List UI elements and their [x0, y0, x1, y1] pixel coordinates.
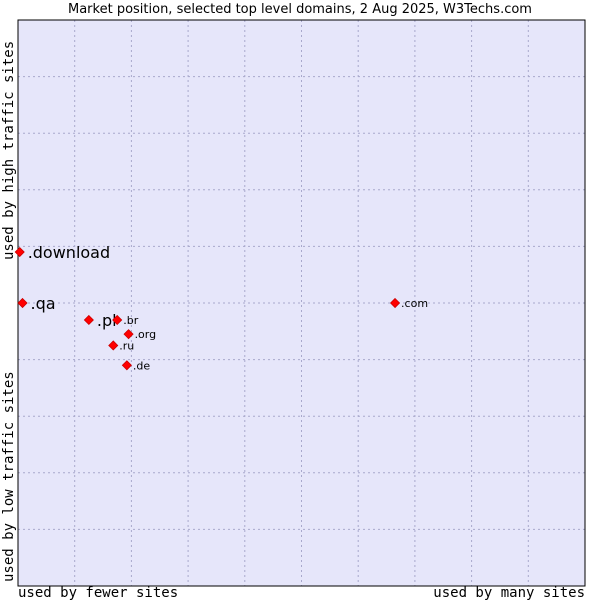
point-marker-br[interactable] [112, 314, 123, 326]
point-marker-org[interactable] [123, 329, 134, 340]
point-label-pl: .pl [97, 311, 117, 330]
point-label-ru: .ru [119, 339, 134, 352]
grid-lines [18, 20, 585, 586]
point-marker-com[interactable] [389, 297, 401, 309]
y-axis-label-bottom: used by low traffic sites [1, 371, 17, 582]
point-marker-qa[interactable] [17, 297, 28, 309]
point-marker-pl[interactable] [83, 314, 94, 326]
point-marker-download[interactable] [14, 246, 25, 258]
y-axis-label-top: used by high traffic sites [1, 41, 17, 260]
point-label-br: .br [123, 314, 138, 327]
x-axis-label-left: used by fewer sites [18, 585, 178, 600]
chart-title: Market position, selected top level doma… [68, 2, 532, 17]
data-points: .download .qa .pl .br.org.ru .de .com [14, 243, 428, 372]
point-label-de: .de [133, 359, 150, 372]
point-label-download: .download [28, 243, 110, 262]
x-axis-label-right: used by many sites [433, 585, 585, 600]
point-label-com: .com [401, 297, 428, 310]
point-label-qa: .qa [31, 294, 56, 313]
point-label-org: .org [135, 328, 157, 341]
point-marker-ru[interactable] [108, 340, 119, 351]
point-marker-de[interactable] [121, 360, 132, 371]
